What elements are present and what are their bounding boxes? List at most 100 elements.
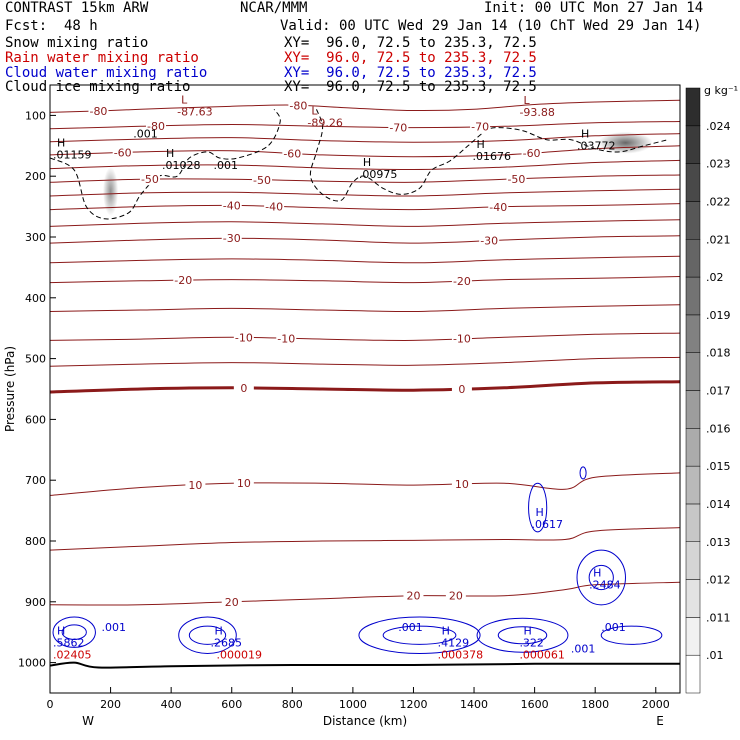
surface-line: [50, 661, 680, 669]
temperature-contour-mid-4: [50, 219, 680, 227]
temperature-label-10-1: 20: [406, 590, 420, 603]
extremum-letter-14: H: [215, 624, 223, 637]
colorbar-label-4: .014: [706, 498, 731, 511]
colorbar-label-3: .013: [706, 536, 731, 549]
extremum-letter-6: H: [476, 138, 484, 151]
temperature-label-6-0: -20: [174, 274, 192, 287]
temperature-label-2-0: -60: [114, 146, 132, 159]
field-cloudwater-name: Cloud water mixing ratio: [5, 65, 208, 81]
y-axis-label: Pressure (hPa): [3, 346, 17, 432]
colorbar-label-14: .024: [706, 120, 731, 133]
temperature-label-bg-1-1: [388, 121, 409, 134]
temperature-contour-10: [50, 581, 680, 606]
field-snow-name: Snow mixing ratio: [5, 35, 149, 51]
cloud-water-contour-5: [382, 625, 457, 645]
temperature-label-bg-4-1: [264, 200, 285, 213]
extremum-value-8: -93.88: [519, 106, 554, 119]
field-ice-name: Cloud ice mixing ratio: [5, 79, 191, 95]
temperature-label-8-1: 0: [458, 383, 465, 396]
temperature-label-bg-1-0: [146, 120, 167, 133]
extremum-value-5: .00975: [359, 168, 398, 181]
colorbar-bin-10: [685, 276, 701, 316]
colorbar-label-10: .02: [706, 271, 724, 284]
temperature-label-bg-10-1: [403, 589, 424, 602]
colorbar-bin-1: [685, 617, 701, 656]
temperature-label-bg-0-0: [88, 104, 109, 117]
temperature-label-4-1: -40: [265, 201, 283, 214]
contour-labels: -80 -80 -80 -70 -70 -60 -60 -60 -50 -50 -50 -40 -40 -…: [53, 94, 626, 662]
extremum-value-7: .03772: [577, 140, 616, 153]
colorbar-label-7: .017: [706, 385, 731, 398]
temperature-contour-0: [50, 99, 680, 113]
temperature-label-bg-5-1: [479, 234, 500, 247]
temperature-label-bg-3-0: [139, 173, 160, 186]
temperature-label-bg-8-0: [233, 381, 254, 394]
temperature-label-bg-8-1: [451, 382, 472, 395]
extremum-value-22: .001: [601, 621, 626, 634]
y-tick-label-2: 300: [25, 231, 46, 244]
colorbar-label-12: .022: [706, 195, 731, 208]
temperature-label-bg-7-0: [233, 331, 254, 344]
temperature-label-bg-1-2: [470, 120, 491, 133]
temperature-label-bg-2-1: [282, 147, 303, 160]
temperature-label-bg-6-0: [173, 274, 194, 287]
extremum-value-15: .000019: [217, 648, 262, 661]
x-tick-label-7: 1400: [460, 698, 488, 711]
temperature-label-bg-3-2: [506, 172, 527, 185]
temperature-label-5-0: -30: [223, 232, 241, 245]
x-tick-label-9: 1800: [581, 698, 609, 711]
temperature-label-5-1: -30: [480, 235, 498, 248]
temperature-label-bg-5-0: [221, 232, 242, 245]
y-tick-label-7: 800: [25, 535, 46, 548]
y-tick-label-1: 200: [25, 170, 46, 183]
colorbar-unit: g kg⁻¹: [704, 84, 738, 97]
colorbar-label-0: .01: [706, 649, 724, 662]
colorbar-label-5: .015: [706, 460, 731, 473]
ice-contour-0: [50, 109, 281, 220]
forecast-hours: 48 h: [64, 18, 98, 34]
extremum-value-17: .000378: [438, 648, 484, 661]
temperature-label-2-2: -60: [523, 147, 541, 160]
axes: 0 200 400 600 800 1000 1200 1400 1600 1800 2000100…: [3, 109, 670, 728]
west-label: W: [82, 714, 94, 728]
extremum-letter-1: H: [166, 147, 174, 160]
temperature-label-bg-7-1: [276, 332, 297, 345]
temperature-label-bg-6-1: [451, 274, 472, 287]
extremum-value-14: .2685: [211, 636, 243, 649]
ice-contours: [50, 109, 669, 220]
temperature-label-7-0: -10: [235, 332, 253, 345]
temperature-contour-mid-5: [50, 255, 680, 264]
field-rain-xy: XY= 96.0, 72.5 to 235.3, 72.5: [284, 50, 537, 66]
temperature-label-3-1: -50: [253, 174, 271, 187]
x-tick-label-2: 400: [161, 698, 182, 711]
temperature-label-3-0: -50: [141, 173, 159, 186]
colorbar-label-9: .019: [706, 309, 731, 322]
extremum-value-0: .01159: [53, 149, 92, 162]
cloud-water-contour-8: [600, 625, 663, 645]
y-tick-label-0: 100: [25, 109, 46, 122]
cloud-water-contour-7: [497, 626, 548, 645]
extremum-letter-10: H: [536, 506, 544, 519]
temperature-contour-4: [50, 203, 680, 211]
extremum-value-3: -87.63: [177, 106, 212, 119]
temperature-contour-mid-1: [50, 133, 680, 143]
extremum-value-2: .001: [214, 159, 239, 172]
plot-frame: [49, 84, 681, 694]
init-time: Init: 00 UTC Mon 27 Jan 14: [484, 0, 704, 16]
extremum-value-6: .01676: [472, 150, 511, 163]
temperature-label-9-2: 10: [455, 478, 469, 491]
extremum-letter-16: H: [442, 624, 450, 637]
surface-line: [50, 661, 680, 669]
x-axis-label: Distance (km): [323, 714, 407, 728]
temperature-contour-5: [50, 235, 680, 244]
temperature-contour-mid-3: [50, 188, 680, 197]
x-tick-label-4: 800: [282, 698, 303, 711]
y-tick-label-4: 500: [25, 353, 46, 366]
colorbar-bin-0: [685, 654, 701, 694]
x-tick-label-5: 1000: [339, 698, 367, 711]
cloud-water-contour-9: [528, 482, 548, 533]
extremum-value-16: .4129: [438, 636, 470, 649]
temperature-label-bg-2-2: [521, 147, 542, 160]
colorbar-label-2: .012: [706, 574, 731, 587]
temperature-label-0-0: -80: [89, 105, 107, 118]
